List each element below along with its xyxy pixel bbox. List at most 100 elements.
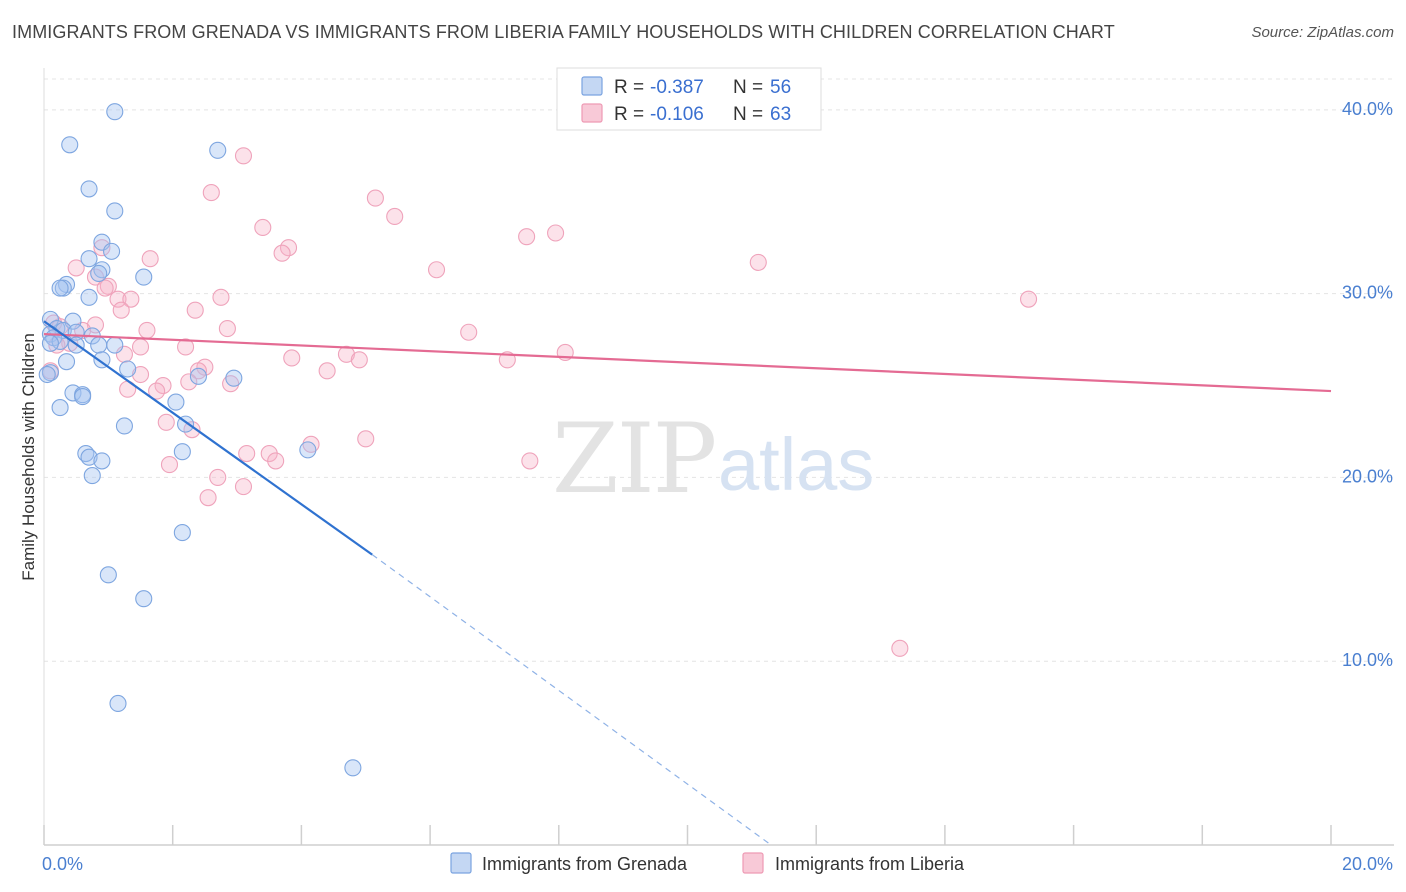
grenada-point-47 <box>83 467 101 485</box>
liberia-point-13 <box>749 253 767 271</box>
liberia-point-8 <box>273 244 291 262</box>
liberia-point-16 <box>96 279 114 297</box>
grenada-point-24 <box>41 334 59 352</box>
grenada-point-50 <box>135 590 153 608</box>
y-tick-label-0: 10.0% <box>1342 650 1393 670</box>
series-liberia-points <box>41 147 1038 657</box>
grenada-point-37 <box>74 388 92 406</box>
grenada-point-3 <box>80 180 98 198</box>
grenada-point-29 <box>93 351 111 369</box>
y-tick-label-1: 20.0% <box>1342 466 1393 486</box>
grenada-point-13 <box>51 279 69 297</box>
liberia-point-6 <box>547 224 565 242</box>
liberia-point-58 <box>267 452 285 470</box>
liberia-point-25 <box>86 316 105 334</box>
liberia-point-11 <box>67 259 85 277</box>
legend-swatch-liberia <box>581 103 603 123</box>
watermark-atlas: atlas <box>718 423 874 506</box>
liberia-point-42 <box>318 362 336 380</box>
liberia-point-41 <box>189 362 207 380</box>
grenada-point-44 <box>80 448 98 466</box>
liberia-point-29 <box>460 323 478 341</box>
x-tick-label-0: 0.0% <box>42 854 83 874</box>
grenada-point-14 <box>80 288 98 306</box>
liberia-point-19 <box>212 288 230 306</box>
liberia-trend-line <box>43 332 1332 393</box>
liberia-point-3 <box>386 207 404 226</box>
y-tick-label-3: 40.0% <box>1342 99 1393 119</box>
grenada-point-0 <box>106 103 124 121</box>
series-legend-label-grenada: Immigrants from Grenada <box>482 854 688 874</box>
grenada-point-2 <box>209 141 227 159</box>
liberia-point-53 <box>302 435 320 453</box>
grid-lines <box>44 78 1394 662</box>
liberia-point-9 <box>141 250 159 268</box>
legend-liberia-n-label: N = <box>733 104 763 125</box>
liberia-point-60 <box>234 478 253 496</box>
liberia-point-10 <box>93 239 111 257</box>
liberia-point-57 <box>521 452 539 470</box>
grenada-point-48 <box>173 524 191 542</box>
grenada-point-52 <box>344 759 362 777</box>
legend-swatch-grenada <box>581 76 603 96</box>
x-minor-ticks <box>43 825 1332 845</box>
y-axis-title: Family Households with Children <box>19 333 38 581</box>
x-tick-labels: 0.0% 20.0% <box>42 854 1393 874</box>
grenada-point-7 <box>80 250 98 268</box>
grenada-point-9 <box>90 264 108 282</box>
liberia-point-12 <box>427 261 446 279</box>
liberia-point-46 <box>222 375 240 393</box>
liberia-point-4 <box>254 218 272 237</box>
liberia-point-62 <box>891 639 909 657</box>
legend-grenada-n-label: N = <box>733 77 763 98</box>
grenada-point-51 <box>109 694 127 713</box>
grenada-trend-line <box>43 320 373 556</box>
grenada-point-46 <box>299 441 317 459</box>
x-tick-label-1: 20.0% <box>1342 854 1393 874</box>
grenada-point-39 <box>51 399 69 417</box>
series-legend-label-liberia: Immigrants from Liberia <box>775 854 965 874</box>
grenada-point-34 <box>225 369 243 387</box>
grenada-point-1 <box>61 136 79 154</box>
grenada-point-26 <box>90 336 108 354</box>
trend-lines <box>43 320 1332 846</box>
grenada-point-6 <box>103 242 121 260</box>
correlation-legend: R = -0.387 N = 56 R = -0.106 N = 63 <box>556 67 822 131</box>
legend-liberia-n-value: 63 <box>770 104 791 125</box>
series-legend-swatch-grenada <box>450 852 472 874</box>
y-tick-label-2: 30.0% <box>1342 283 1393 303</box>
liberia-point-56 <box>160 456 179 474</box>
liberia-point-49 <box>148 382 166 400</box>
grenada-point-32 <box>38 365 56 384</box>
grenada-point-10 <box>135 268 153 286</box>
liberia-point-50 <box>157 413 175 431</box>
legend-grenada-r-value: -0.387 <box>650 77 704 98</box>
legend-liberia-r-label: R = <box>614 104 644 125</box>
liberia-point-59 <box>209 468 227 486</box>
series-grenada-points <box>38 103 362 777</box>
liberia-point-32 <box>131 338 150 356</box>
grenada-point-4 <box>106 202 124 220</box>
grenada-point-38 <box>167 393 185 411</box>
grenada-point-27 <box>106 336 124 354</box>
liberia-point-44 <box>131 365 150 384</box>
watermark-zip: ZIP <box>552 403 715 515</box>
liberia-point-35 <box>337 345 355 363</box>
liberia-point-47 <box>180 373 198 391</box>
legend-liberia-r-value: -0.106 <box>650 104 704 125</box>
liberia-point-33 <box>177 338 195 356</box>
liberia-point-21 <box>186 301 204 319</box>
liberia-point-37 <box>283 349 301 367</box>
liberia-point-54 <box>238 444 256 463</box>
liberia-point-5 <box>518 228 536 246</box>
liberia-point-2 <box>366 189 384 207</box>
legend-grenada-r-label: R = <box>614 77 644 98</box>
liberia-point-27 <box>138 321 156 339</box>
legend-grenada-n-value: 56 <box>770 77 791 98</box>
grenada-point-45 <box>93 452 111 470</box>
liberia-point-20 <box>112 301 130 319</box>
liberia-point-38 <box>350 351 368 369</box>
liberia-point-0 <box>234 147 253 165</box>
source-label: Source: ZipAtlas.com <box>1251 24 1394 41</box>
